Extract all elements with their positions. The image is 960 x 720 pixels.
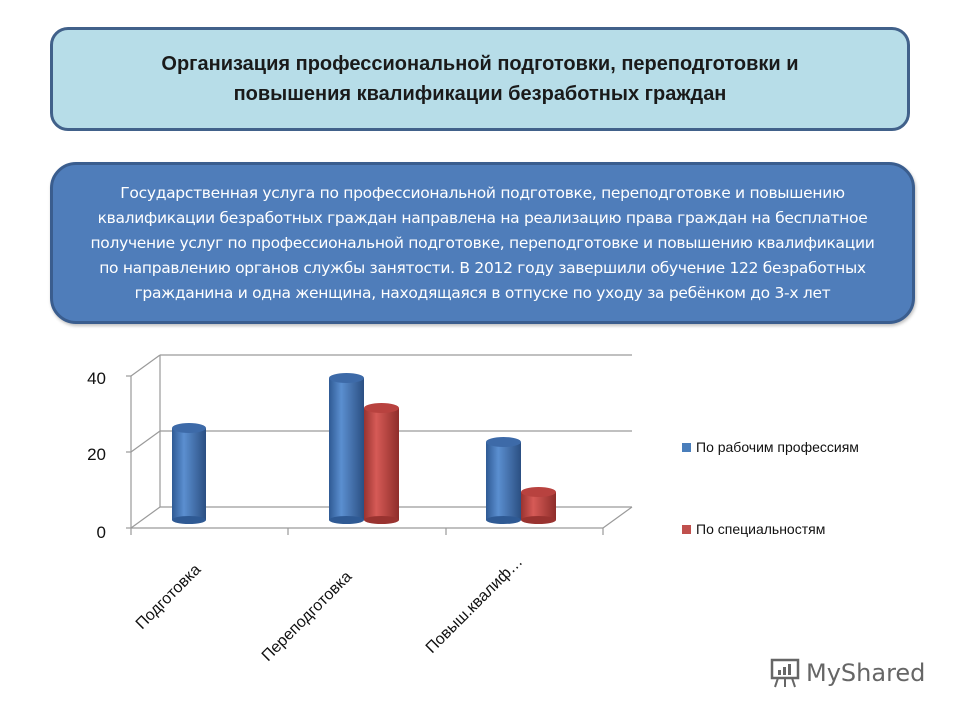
presentation-board-icon xyxy=(770,658,800,688)
legend-item-workers: По рабочим профессиям xyxy=(682,439,859,455)
x-label-povysh: Повыш.квалиф… xyxy=(423,553,526,656)
bar-perepodgotovka-red xyxy=(364,403,399,524)
x-label-podgotovka: Подготовка xyxy=(133,561,205,633)
legend-swatch-blue-icon xyxy=(682,442,691,452)
title-line-1: Организация профессиональной подготовки,… xyxy=(161,53,799,75)
x-label-perepodgotovka: Переподготовка xyxy=(259,568,356,665)
bar-perepodgotovka-blue xyxy=(329,373,364,524)
bar-chart: 40 20 0 Подготовка Переподготовка Повыш.… xyxy=(87,354,633,665)
legend-label: По специальностям xyxy=(696,521,826,537)
title-box: Организация профессиональной подготовки,… xyxy=(50,27,910,131)
bar-povysh-red xyxy=(521,487,556,524)
watermark-text: MyShared xyxy=(806,659,926,687)
legend-item-specialties: По специальностям xyxy=(682,521,825,537)
description-box: Государственная услуга по профессиональн… xyxy=(50,162,915,324)
description-text: Государственная услуга по профессиональн… xyxy=(90,183,875,302)
legend-swatch-red-icon xyxy=(682,524,691,534)
y-tick-20: 20 xyxy=(87,445,106,464)
bar-povysh-blue xyxy=(486,437,521,524)
bar-podgotovka-blue xyxy=(172,423,206,524)
myshared-watermark: MyShared xyxy=(768,656,925,690)
y-tick-0: 0 xyxy=(97,523,106,542)
title-line-2: повышения квалификации безработных гражд… xyxy=(233,83,727,105)
legend-label: По рабочим профессиям xyxy=(696,439,859,455)
y-tick-40: 40 xyxy=(87,369,106,388)
page-title: Организация профессиональной подготовки,… xyxy=(161,49,798,109)
